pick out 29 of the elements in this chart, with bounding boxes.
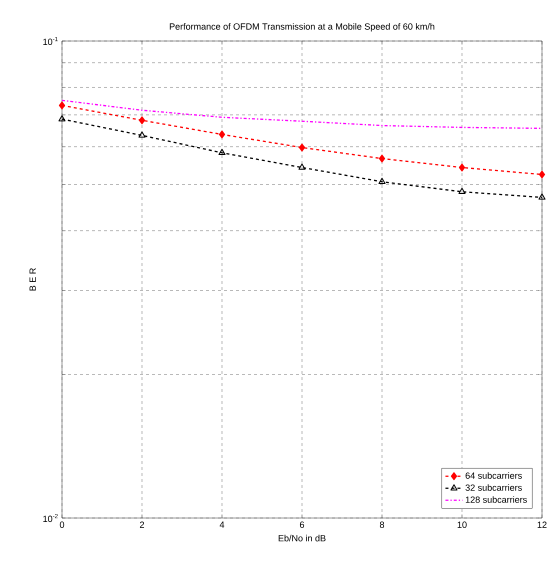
point	[538, 193, 546, 200]
point	[378, 154, 386, 163]
point	[138, 116, 146, 124]
y-tick-label: 10$^{-1}$	[43, 36, 58, 46]
point	[458, 188, 466, 194]
x-tick-label: 8	[380, 522, 384, 528]
point	[58, 101, 66, 110]
point	[298, 144, 306, 152]
x-tick-label: 4	[220, 522, 224, 528]
point	[538, 170, 546, 178]
x-tick-label: 6	[300, 522, 304, 528]
point	[298, 164, 306, 170]
point	[458, 164, 466, 172]
legend-label: 64 subcarriers	[466, 472, 522, 479]
point	[58, 115, 66, 122]
y-axis-title: B E R	[30, 268, 36, 291]
point	[378, 178, 386, 184]
x-tick-label: 0	[60, 522, 64, 528]
y-tick-label: 10$^{-2}$	[43, 514, 58, 522]
point	[218, 130, 226, 138]
x-tick-label: 2	[140, 522, 144, 528]
x-axis-title: Eb/No in dB	[278, 534, 326, 542]
x-tick-label: 12	[538, 522, 547, 528]
legend-label: 32 subcarriers	[466, 484, 522, 491]
point	[138, 131, 146, 138]
point	[218, 148, 226, 156]
legend-label: 128 subcarriers	[466, 496, 527, 503]
chart-title: Performance of OFDM Transmission at a Mobile Speed of 60 km/h	[170, 23, 434, 32]
x-tick-label: 10	[458, 522, 467, 528]
